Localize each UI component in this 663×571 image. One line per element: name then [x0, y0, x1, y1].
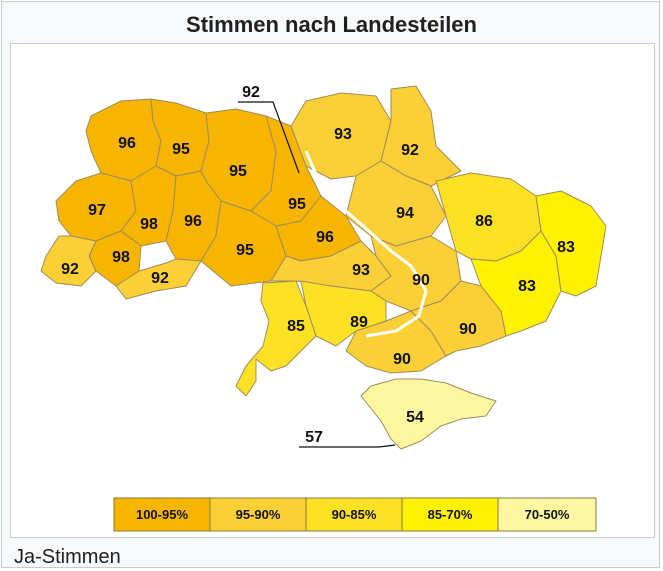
- label-poltava: 94: [396, 205, 414, 222]
- legend-swatch-100-95: [113, 497, 211, 532]
- label-zhytomyr: 95: [229, 163, 247, 180]
- legend-label-85-70: 85-70%: [428, 507, 473, 522]
- label-kyiv-city: 92: [242, 84, 260, 101]
- legend: 100-95% 95-90% 90-85% 85-70% 70-50%: [113, 497, 597, 532]
- region-crimea: [360, 378, 497, 450]
- label-kyiv-oblast: 95: [288, 196, 306, 213]
- label-kherson: 90: [393, 351, 411, 368]
- label-sumy: 92: [401, 142, 419, 159]
- label-crimea: 54: [406, 409, 424, 426]
- label-odesa: 85: [287, 318, 305, 335]
- legend-label-95-90: 95-90%: [236, 507, 281, 522]
- legend-swatch-85-70: [401, 497, 499, 532]
- ukraine-map: 96 95 95 92 93 92 97 98 96 95 94 86 83 9…: [40, 84, 607, 532]
- leader-line-sevastopol: [299, 444, 396, 448]
- label-dnipropetrovsk: 90: [412, 272, 430, 289]
- label-ivano-frankivsk: 98: [112, 249, 130, 266]
- label-chernihiv: 93: [334, 126, 352, 143]
- legend-swatch-90-85: [305, 497, 403, 532]
- label-sevastopol: 57: [305, 429, 323, 446]
- label-vinnytsia: 95: [236, 242, 254, 259]
- label-khmelnytskyi: 96: [184, 213, 202, 230]
- region-luhansk: [535, 190, 607, 297]
- dnipro-river: [304, 150, 428, 338]
- figure-caption: Ja-Stimmen: [14, 546, 121, 568]
- legend-swatch-70-50: [497, 497, 597, 532]
- region-poltava: [345, 160, 447, 247]
- region-odesa: [235, 280, 317, 397]
- label-mykolaiv: 89: [350, 314, 368, 331]
- label-kharkiv: 86: [475, 213, 493, 230]
- label-kirovohrad: 93: [352, 262, 370, 279]
- region-rivne: [150, 98, 210, 177]
- region-chernivtsi: [115, 258, 202, 300]
- label-ternopil: 98: [140, 216, 158, 233]
- label-chernivtsi: 92: [151, 270, 169, 287]
- legend-label-100-95: 100-95%: [136, 507, 188, 522]
- label-lviv: 97: [88, 202, 106, 219]
- map-title: Stimmen nach Landesteilen: [186, 12, 477, 37]
- map-panel: 96 95 95 92 93 92 97 98 96 95 94 86 83 9…: [10, 43, 655, 538]
- label-cherkasy: 96: [316, 229, 334, 246]
- label-zakarpattia: 92: [61, 261, 79, 278]
- legend-label-70-50: 70-50%: [525, 507, 570, 522]
- label-rivne: 95: [172, 141, 190, 158]
- label-zaporizhzhia: 90: [459, 321, 477, 338]
- region-donetsk: [470, 230, 562, 337]
- label-volyn: 96: [118, 135, 136, 152]
- label-donetsk: 83: [518, 278, 536, 295]
- legend-swatch-95-90: [209, 497, 307, 532]
- region-zakarpattia: [40, 235, 97, 287]
- leader-line-kyiv-city: [238, 101, 300, 174]
- label-luhansk: 83: [557, 239, 575, 256]
- legend-label-90-85: 90-85%: [332, 507, 377, 522]
